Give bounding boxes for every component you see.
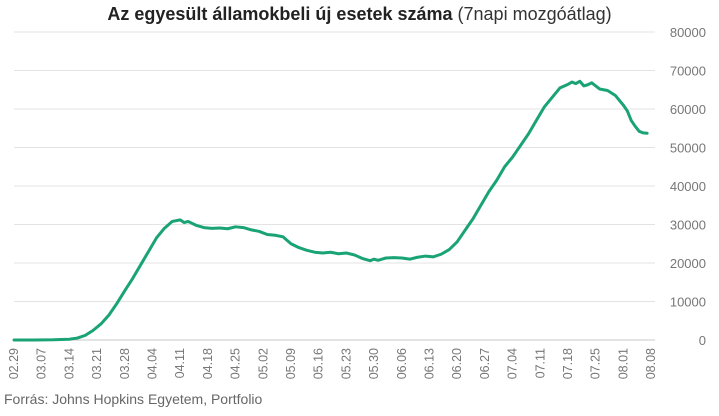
x-tick-label: 08.08	[644, 348, 658, 379]
x-tick-label: 04.11	[173, 348, 187, 378]
y-tick-label: 80000	[670, 25, 706, 40]
x-tick-label: 06.27	[478, 348, 492, 379]
chart-title-subtitle: (7napi mozgóátlag)	[457, 4, 612, 24]
y-tick-label: 40000	[670, 179, 706, 194]
series-line	[12, 79, 649, 342]
source-note: Forrás: Johns Hopkins Egyetem, Portfolio	[4, 391, 263, 407]
x-tick-label: 04.25	[229, 348, 243, 379]
x-tick-label: 05.23	[339, 348, 353, 379]
x-tick-label: 02.29	[7, 348, 21, 379]
y-tick-label: 50000	[670, 141, 706, 156]
y-tick-label: 70000	[670, 64, 706, 79]
x-axis-ticks: 02.29 03.07 03.14 03.21 03.28 04.04 04.11 04.18…	[7, 348, 658, 379]
x-tick-label: 07.11	[533, 348, 547, 378]
grid-lines	[14, 31, 655, 341]
y-tick-label: 60000	[670, 102, 706, 117]
chart-title: Az egyesült államokbeli új esetek száma …	[0, 4, 719, 25]
x-tick-label: 04.04	[145, 348, 159, 379]
x-tick-label: 03.07	[35, 348, 49, 379]
x-tick-label: 08.01	[616, 348, 630, 379]
y-tick-label: 10000	[670, 295, 706, 310]
x-tick-label: 03.21	[90, 348, 104, 379]
x-tick-label: 05.09	[284, 348, 298, 379]
x-tick-label: 03.14	[62, 348, 76, 379]
x-tick-label: 07.25	[589, 348, 603, 379]
chart-title-main: Az egyesült államokbeli új esetek száma	[107, 4, 453, 24]
x-tick-label: 07.04	[506, 348, 520, 379]
x-tick-label: 06.06	[395, 348, 409, 379]
x-tick-label: 05.30	[367, 348, 381, 379]
y-tick-label: 20000	[670, 256, 706, 271]
x-tick-label: 03.28	[118, 348, 132, 379]
y-tick-label: 0	[699, 333, 706, 348]
x-tick-label: 04.18	[201, 348, 215, 379]
x-tick-label: 07.18	[561, 348, 575, 379]
x-tick-label: 06.13	[422, 348, 436, 379]
x-tick-label: 05.02	[256, 348, 270, 379]
y-axis-ticks: 0 10000 20000 30000 40000 50000 60000 70000 8000…	[670, 25, 706, 348]
x-tick-label: 06.20	[450, 348, 464, 379]
y-tick-label: 30000	[670, 218, 706, 233]
x-tick-label: 05.16	[312, 348, 326, 379]
